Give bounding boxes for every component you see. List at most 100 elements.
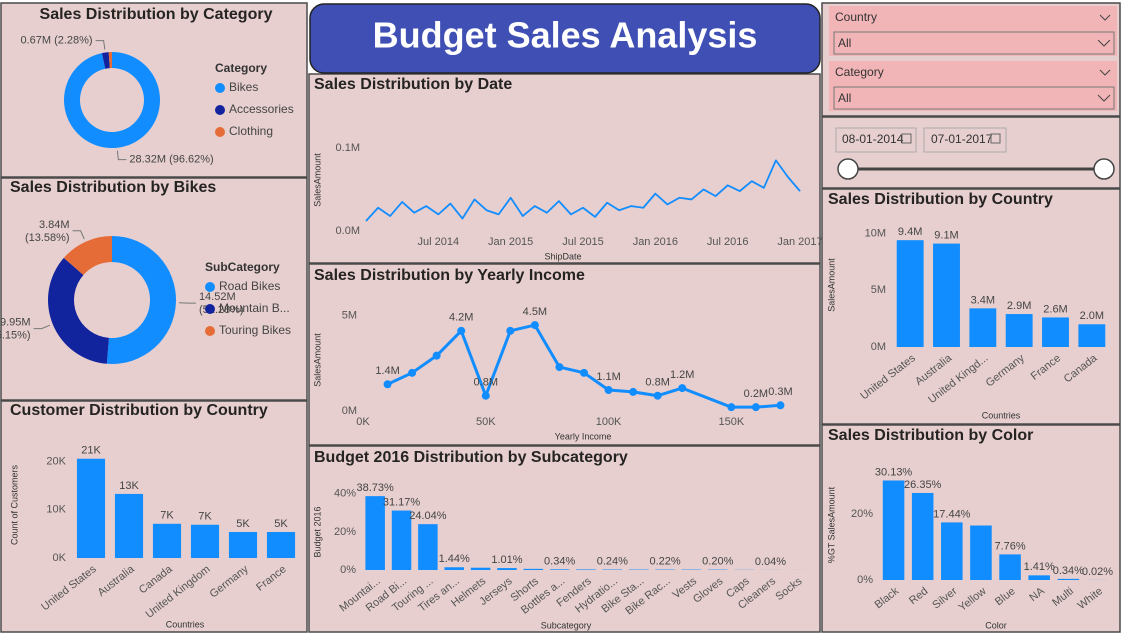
data-label: 0.20%: [702, 556, 733, 568]
x-tick-label: 0K: [356, 416, 370, 428]
data-label: 1.4M: [375, 365, 399, 377]
leader-line: [72, 230, 85, 240]
chevron[interactable]: [1097, 39, 1111, 47]
data-label: 7K: [160, 510, 174, 522]
x-axis-title: Yearly Income: [555, 431, 612, 441]
bar: [941, 522, 963, 580]
bar: [896, 240, 924, 347]
data-label: 9.4M: [898, 226, 922, 238]
marker: [530, 321, 539, 330]
y-tick-label: 0M: [871, 341, 886, 353]
data-label: 30.13%: [875, 466, 913, 478]
legend-title: Category: [215, 61, 267, 75]
bar: [76, 458, 106, 558]
bar: [391, 510, 412, 570]
marker: [481, 391, 490, 400]
bar: [969, 308, 997, 347]
marker: [776, 401, 785, 410]
bar: [152, 523, 182, 558]
marker: [457, 326, 466, 335]
chart-title: Sales Distribution by Color: [828, 427, 1033, 444]
bar: [1078, 324, 1106, 347]
x-tick-label: Jan 2017: [777, 236, 822, 248]
y-tick-label: 20%: [851, 508, 873, 520]
legend-swatch: [215, 127, 225, 137]
slider-handle[interactable]: [1093, 158, 1115, 180]
dropdown-value[interactable]: All: [838, 36, 851, 50]
dropdown-value[interactable]: All: [838, 91, 851, 105]
line: [365, 159, 801, 222]
x-tick-label: Jul 2016: [707, 236, 749, 248]
y-axis-title: SalesAmount: [312, 153, 322, 207]
y-tick-label: 0%: [857, 574, 873, 586]
data-label: 13K: [119, 480, 139, 492]
data-label: 1.2M: [670, 369, 694, 381]
calendar-icon[interactable]: [990, 133, 1001, 144]
y-tick-label: 5M: [342, 309, 357, 321]
date-start[interactable]: 08-01-2014: [842, 132, 904, 146]
marker: [678, 384, 687, 393]
marker: [727, 403, 736, 412]
data-label: 1.41%: [1024, 561, 1055, 573]
date-input[interactable]: [923, 127, 1007, 153]
legend-title: SubCategory: [205, 260, 280, 274]
data-label: 24.04%: [409, 510, 447, 522]
marker: [506, 326, 515, 335]
x-tick-label: Jan 2016: [633, 236, 678, 248]
bar: [1057, 578, 1080, 580]
legend-label: Bikes: [229, 80, 258, 94]
data-label: 0.8M: [645, 377, 669, 389]
bar: [497, 568, 517, 570]
bar: [1042, 317, 1069, 347]
marker: [555, 363, 564, 372]
data-label: 0.02%: [1082, 566, 1113, 578]
bar: [523, 568, 544, 570]
chart-title: Sales Distribution by Yearly Income: [314, 267, 585, 284]
donut-slice: [106, 236, 176, 365]
x-tick-label: 100K: [596, 416, 622, 428]
bar: [999, 554, 1021, 580]
bar: [365, 496, 385, 570]
data-label: 4.5M: [523, 306, 547, 318]
y-axis-title: SalesAmount: [312, 333, 322, 387]
chart-title: Sales Distribution by Date: [314, 76, 512, 93]
chart-title: Sales Distribution by Country: [828, 191, 1053, 208]
y-axis-title: SalesAmount: [826, 258, 836, 312]
x-axis-title: Countries: [982, 410, 1021, 420]
donut-slice: [63, 236, 112, 275]
bar: [549, 569, 570, 570]
data-label: 4.2M: [449, 312, 473, 324]
legend-swatch: [205, 326, 215, 336]
legend-label: Clothing: [229, 124, 273, 138]
chevron[interactable]: [1099, 14, 1111, 21]
y-tick-label: 0M: [342, 405, 357, 417]
chevron[interactable]: [1099, 69, 1111, 76]
marker: [383, 380, 392, 389]
chevron[interactable]: [1097, 94, 1111, 102]
data-label: 28.32M (96.62%): [129, 154, 213, 166]
x-tick-label: Jul 2015: [562, 236, 604, 248]
data-label: 26.35%: [904, 479, 942, 491]
marker: [604, 386, 613, 394]
y-tick-label: 0.0M: [336, 225, 360, 237]
data-label: 0.34%: [1053, 565, 1084, 577]
y-tick-label: 20K: [46, 456, 66, 468]
donut-slice: [48, 257, 109, 364]
dropdown[interactable]: [833, 86, 1115, 110]
y-tick-label: 20%: [334, 526, 356, 538]
bar: [418, 524, 438, 570]
x-axis-title: ShipDate: [544, 251, 581, 261]
slider-handle[interactable]: [837, 158, 859, 180]
data-label: 17.44%: [933, 508, 971, 520]
x-tick-label: Jan 2015: [488, 236, 533, 248]
date-end[interactable]: 07-01-2017: [931, 132, 993, 146]
date-input[interactable]: [835, 127, 917, 153]
calendar-icon[interactable]: [901, 133, 912, 144]
dropdown[interactable]: [833, 31, 1115, 55]
chart-title: Budget 2016 Distribution by Subcategory: [314, 449, 628, 466]
x-axis-title: Color: [985, 620, 1007, 630]
panel: [0, 400, 308, 633]
y-tick-label: 5M: [871, 284, 886, 296]
y-axis-title: Budget 2016: [312, 506, 322, 557]
data-label: 9.1M: [934, 229, 958, 241]
